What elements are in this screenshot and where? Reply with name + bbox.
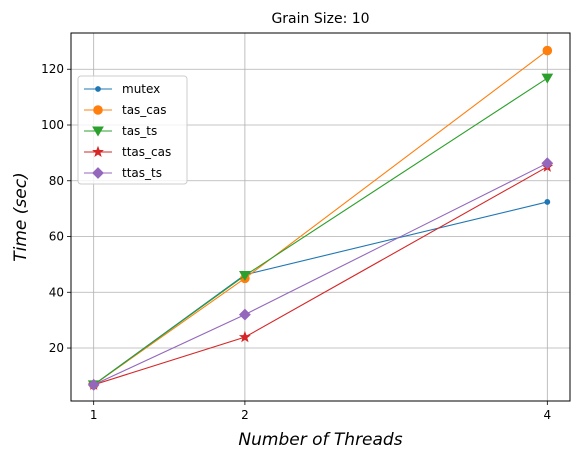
legend-item-ttas_cas: ttas_cas — [84, 145, 171, 159]
legend-label: tas_ts — [122, 124, 157, 138]
x-axis-label: Number of Threads — [238, 430, 402, 450]
legend: mutex tas_cas tas_ts ttas_cas ttas_ts — [77, 75, 188, 185]
legend-label: ttas_ts — [122, 166, 162, 180]
legend-label: ttas_cas — [122, 145, 171, 159]
data-point-ttas_ts — [238, 308, 251, 321]
legend-item-tas_cas: tas_cas — [84, 103, 167, 117]
data-point-tas_ts — [239, 271, 251, 282]
y-tick-label: 40 — [49, 285, 64, 299]
legend-marker — [93, 105, 103, 115]
plot-frame — [70, 32, 571, 402]
legend-item-tas_ts: tas_ts — [84, 124, 157, 138]
chart-title: Grain Size: 10 — [271, 11, 369, 27]
y-tick-label: 80 — [49, 174, 64, 188]
y-tick-label: 20 — [49, 341, 64, 355]
data-point-tas_cas — [542, 45, 553, 56]
x-tick-label: 2 — [241, 408, 249, 422]
data-point-mutex — [544, 199, 551, 205]
legend-marker — [92, 145, 104, 158]
data-point-ttas_ts — [541, 157, 554, 170]
y-axis-label: Time (sec) — [11, 172, 31, 261]
legend-label: tas_cas — [122, 103, 167, 117]
x-tick-label: 4 — [543, 408, 551, 422]
y-tick-label: 100 — [41, 118, 64, 132]
x-axis-ticks: 1 2 4 — [90, 401, 551, 422]
series-lines — [87, 45, 554, 391]
legend-item-mutex: mutex — [84, 82, 160, 96]
series-ttas_ts — [87, 157, 554, 391]
data-point-ttas_cas — [238, 330, 251, 343]
x-tick-label: 1 — [90, 408, 98, 422]
legend-marker — [92, 126, 104, 137]
data-point-ttas_ts — [87, 378, 100, 391]
legend-marker — [95, 86, 101, 92]
y-tick-label: 120 — [41, 62, 64, 76]
legend-marker — [92, 167, 104, 179]
y-axis-ticks: 20 40 60 80 100 120 — [41, 62, 71, 355]
legend-box — [77, 75, 188, 185]
legend-label: mutex — [122, 82, 160, 96]
y-tick-label: 60 — [49, 230, 64, 244]
data-point-tas_ts — [541, 73, 554, 84]
legend-item-ttas_ts: ttas_ts — [84, 166, 162, 180]
